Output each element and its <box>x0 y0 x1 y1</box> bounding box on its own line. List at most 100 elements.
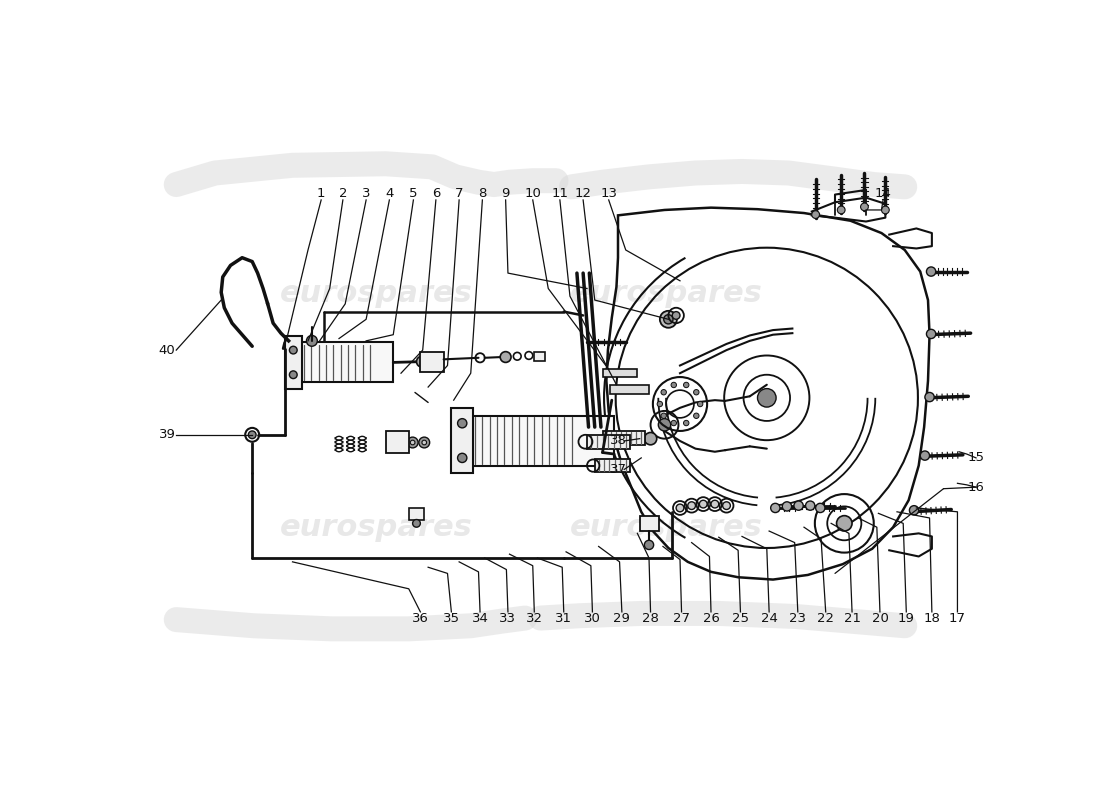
Text: 6: 6 <box>431 187 440 200</box>
Circle shape <box>249 431 256 438</box>
Text: 9: 9 <box>502 187 509 200</box>
Text: 10: 10 <box>525 187 541 200</box>
Circle shape <box>881 206 889 214</box>
Text: 20: 20 <box>871 611 889 625</box>
Circle shape <box>661 413 667 418</box>
Text: 37: 37 <box>609 463 627 476</box>
Circle shape <box>700 500 707 508</box>
Circle shape <box>412 519 420 527</box>
Text: 3: 3 <box>362 187 371 200</box>
Text: 18: 18 <box>923 611 940 625</box>
Text: 27: 27 <box>673 611 690 625</box>
Circle shape <box>771 503 780 513</box>
Circle shape <box>683 420 689 426</box>
Bar <box>603 370 637 377</box>
Circle shape <box>697 402 703 406</box>
Text: eurospares: eurospares <box>570 513 762 542</box>
Text: 33: 33 <box>499 611 517 625</box>
Circle shape <box>657 402 662 406</box>
Circle shape <box>396 437 406 448</box>
Circle shape <box>661 390 667 395</box>
Bar <box>610 385 649 394</box>
Circle shape <box>926 267 936 276</box>
Circle shape <box>694 390 698 395</box>
Circle shape <box>925 393 934 402</box>
Circle shape <box>921 451 929 460</box>
Text: 35: 35 <box>443 611 460 625</box>
Circle shape <box>794 501 803 510</box>
Text: 23: 23 <box>790 611 806 625</box>
Text: 25: 25 <box>732 611 749 625</box>
Bar <box>587 435 629 449</box>
Text: 11: 11 <box>551 187 569 200</box>
Text: eurospares: eurospares <box>570 278 762 308</box>
Bar <box>420 352 443 372</box>
Circle shape <box>782 502 792 511</box>
Bar <box>285 336 301 389</box>
Circle shape <box>645 433 657 445</box>
Circle shape <box>417 356 427 367</box>
Circle shape <box>419 437 430 448</box>
Circle shape <box>660 311 676 328</box>
Text: 26: 26 <box>703 611 719 625</box>
Bar <box>595 459 629 472</box>
Circle shape <box>694 413 698 418</box>
Circle shape <box>688 502 695 510</box>
Circle shape <box>422 440 427 445</box>
Circle shape <box>815 503 825 513</box>
Text: 30: 30 <box>584 611 601 625</box>
Text: 24: 24 <box>761 611 778 625</box>
Circle shape <box>407 437 418 448</box>
Text: 19: 19 <box>898 611 915 625</box>
Bar <box>535 352 546 361</box>
Text: 5: 5 <box>409 187 418 200</box>
Bar <box>471 415 614 466</box>
Bar <box>603 431 645 445</box>
Text: 21: 21 <box>844 611 860 625</box>
Text: 14: 14 <box>874 187 891 200</box>
Circle shape <box>671 420 676 426</box>
Circle shape <box>837 206 845 214</box>
Circle shape <box>500 352 512 362</box>
Circle shape <box>758 389 777 407</box>
Circle shape <box>805 501 815 510</box>
Bar <box>451 408 473 474</box>
Bar <box>409 508 425 519</box>
Text: 32: 32 <box>526 611 542 625</box>
Circle shape <box>926 330 936 338</box>
Text: 4: 4 <box>385 187 394 200</box>
Circle shape <box>860 203 868 210</box>
Text: 17: 17 <box>949 611 966 625</box>
Circle shape <box>663 314 673 324</box>
Circle shape <box>645 540 653 550</box>
Text: 40: 40 <box>158 344 175 357</box>
Circle shape <box>723 502 730 510</box>
Text: 15: 15 <box>968 451 984 464</box>
Text: eurospares: eurospares <box>279 278 473 308</box>
Bar <box>300 342 394 382</box>
Bar <box>385 431 409 453</box>
Circle shape <box>683 382 689 388</box>
Circle shape <box>658 418 671 431</box>
Circle shape <box>711 500 718 508</box>
Circle shape <box>837 516 852 531</box>
Circle shape <box>812 210 820 218</box>
Text: 39: 39 <box>158 428 175 442</box>
Circle shape <box>307 335 317 346</box>
Text: eurospares: eurospares <box>279 513 473 542</box>
Text: 8: 8 <box>478 187 486 200</box>
Circle shape <box>458 454 466 462</box>
Text: 38: 38 <box>609 434 626 447</box>
Circle shape <box>398 440 404 445</box>
Text: 7: 7 <box>455 187 463 200</box>
Text: 29: 29 <box>614 611 630 625</box>
Text: 34: 34 <box>472 611 488 625</box>
Circle shape <box>671 382 676 388</box>
Text: 2: 2 <box>339 187 348 200</box>
Text: 22: 22 <box>817 611 834 625</box>
Text: 28: 28 <box>642 611 659 625</box>
Text: 31: 31 <box>556 611 572 625</box>
Circle shape <box>676 504 684 512</box>
Text: 16: 16 <box>968 481 984 494</box>
Circle shape <box>458 418 466 428</box>
